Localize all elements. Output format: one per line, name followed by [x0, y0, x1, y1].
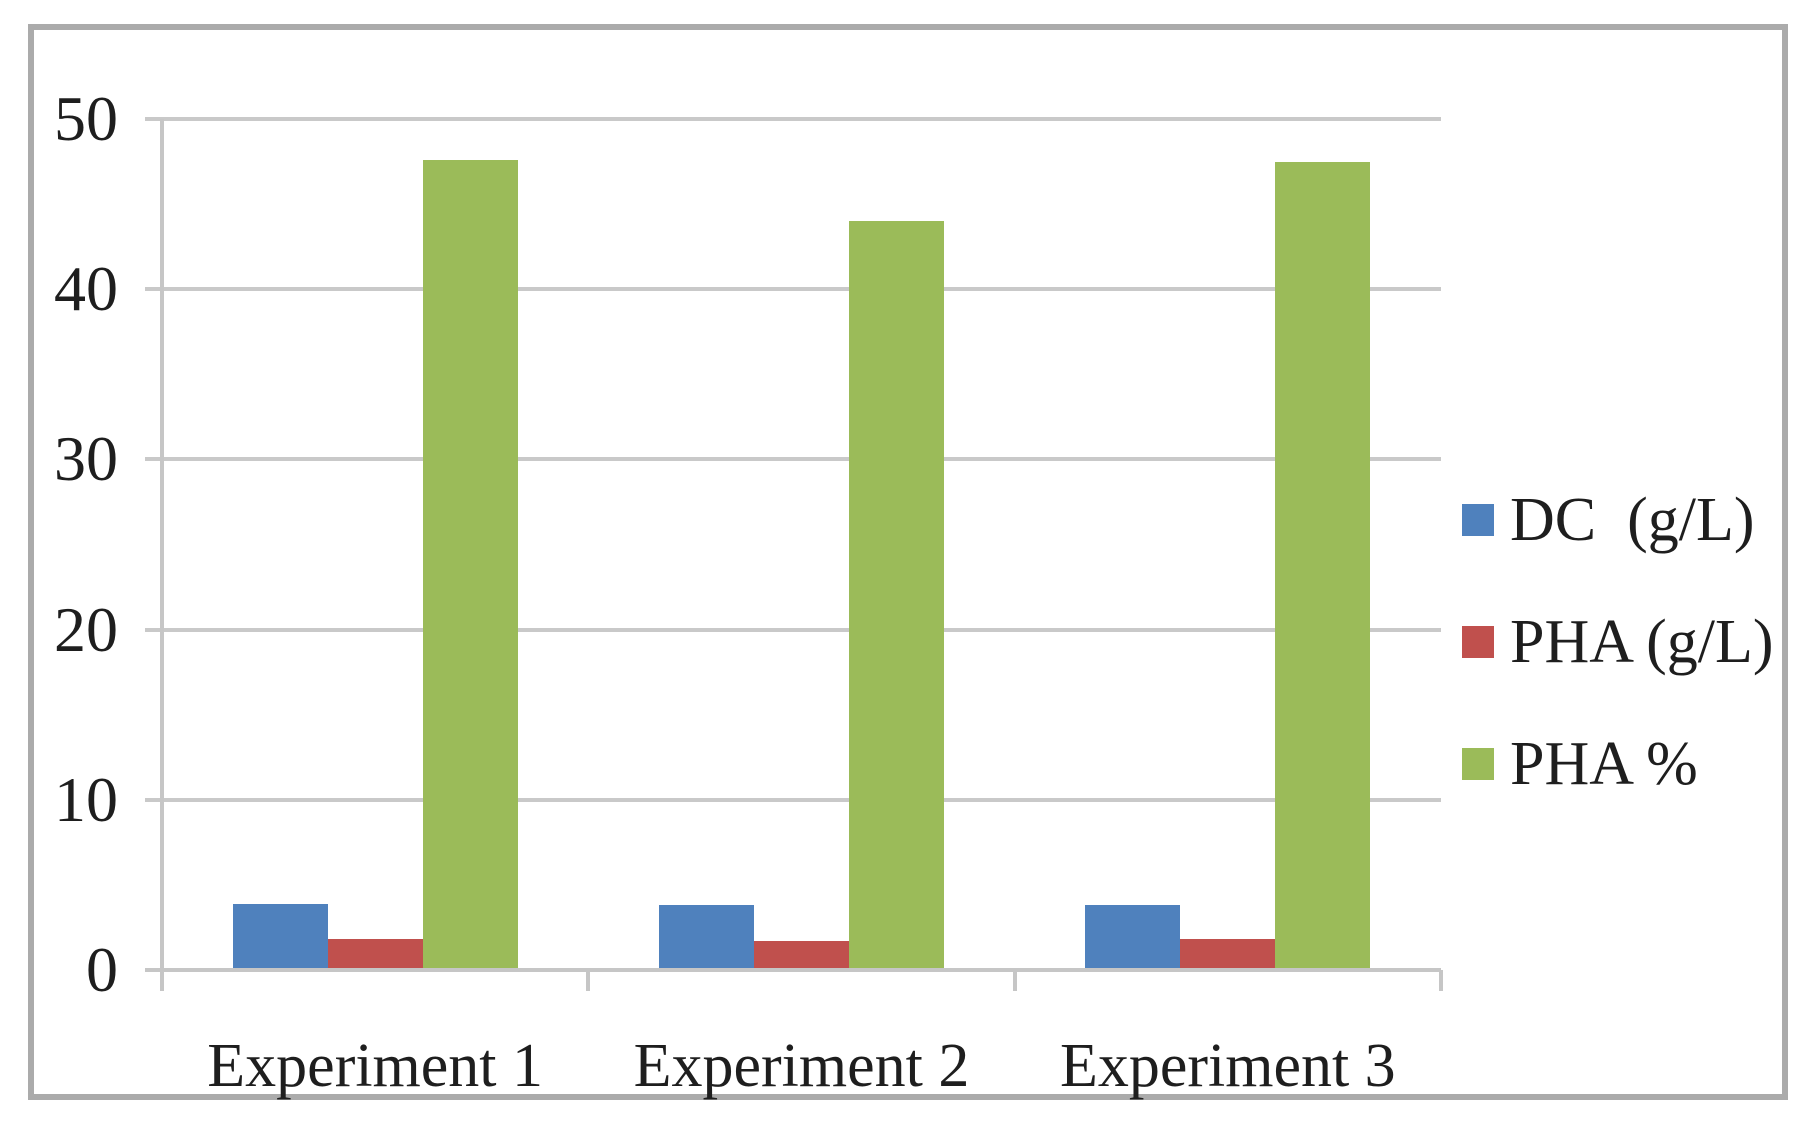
y-gridline	[145, 797, 1441, 802]
legend-item-dc: DC (g/L)	[1462, 482, 1774, 558]
y-gridline	[145, 287, 1441, 292]
y-gridline	[145, 457, 1441, 462]
legend-item-pha-gl: PHA (g/L)	[1462, 604, 1774, 680]
legend-label-pha-gl: PHA (g/L)	[1510, 608, 1774, 676]
category-boundary-tick	[1439, 970, 1443, 991]
y-tick-label: 30	[54, 423, 118, 495]
legend-swatch-pha-pct-icon	[1462, 748, 1494, 780]
category-boundary-tick	[586, 970, 591, 991]
y-axis-line	[160, 119, 164, 991]
x-category-label: Experiment 3	[1059, 1032, 1396, 1100]
y-tick-label: 10	[54, 763, 118, 835]
legend-swatch-dc-icon	[1462, 504, 1494, 536]
y-tick-label: 20	[54, 593, 118, 665]
bar-pha-gl	[754, 941, 849, 970]
y-gridline	[145, 117, 1441, 121]
x-axis-line	[145, 968, 1441, 972]
x-category-label: Experiment 2	[633, 1032, 970, 1100]
y-tick-label: 40	[54, 253, 118, 325]
bar-pha-gl	[327, 939, 423, 970]
legend-swatch-pha-gl-icon	[1462, 626, 1494, 658]
x-category-label: Experiment 1	[207, 1032, 544, 1100]
y-tick-label: 50	[54, 83, 118, 154]
bar-dc	[232, 903, 328, 970]
bar-dc	[659, 905, 754, 970]
category-boundary-tick	[1012, 970, 1017, 991]
y-gridline	[145, 627, 1441, 632]
bar-pha-gl	[1180, 939, 1276, 970]
bar-dc	[1085, 905, 1181, 970]
legend-item-pha-pct: PHA %	[1462, 726, 1774, 802]
legend-label-dc: DC (g/L)	[1510, 486, 1755, 554]
bar-pha-pct	[422, 159, 518, 970]
bar-pha-pct	[849, 221, 944, 970]
y-tick-label: 0	[86, 934, 118, 1005]
legend-label-pha-pct: PHA %	[1510, 730, 1698, 798]
legend: DC (g/L) PHA (g/L) PHA %	[1462, 482, 1774, 848]
bar-pha-pct	[1275, 161, 1371, 970]
